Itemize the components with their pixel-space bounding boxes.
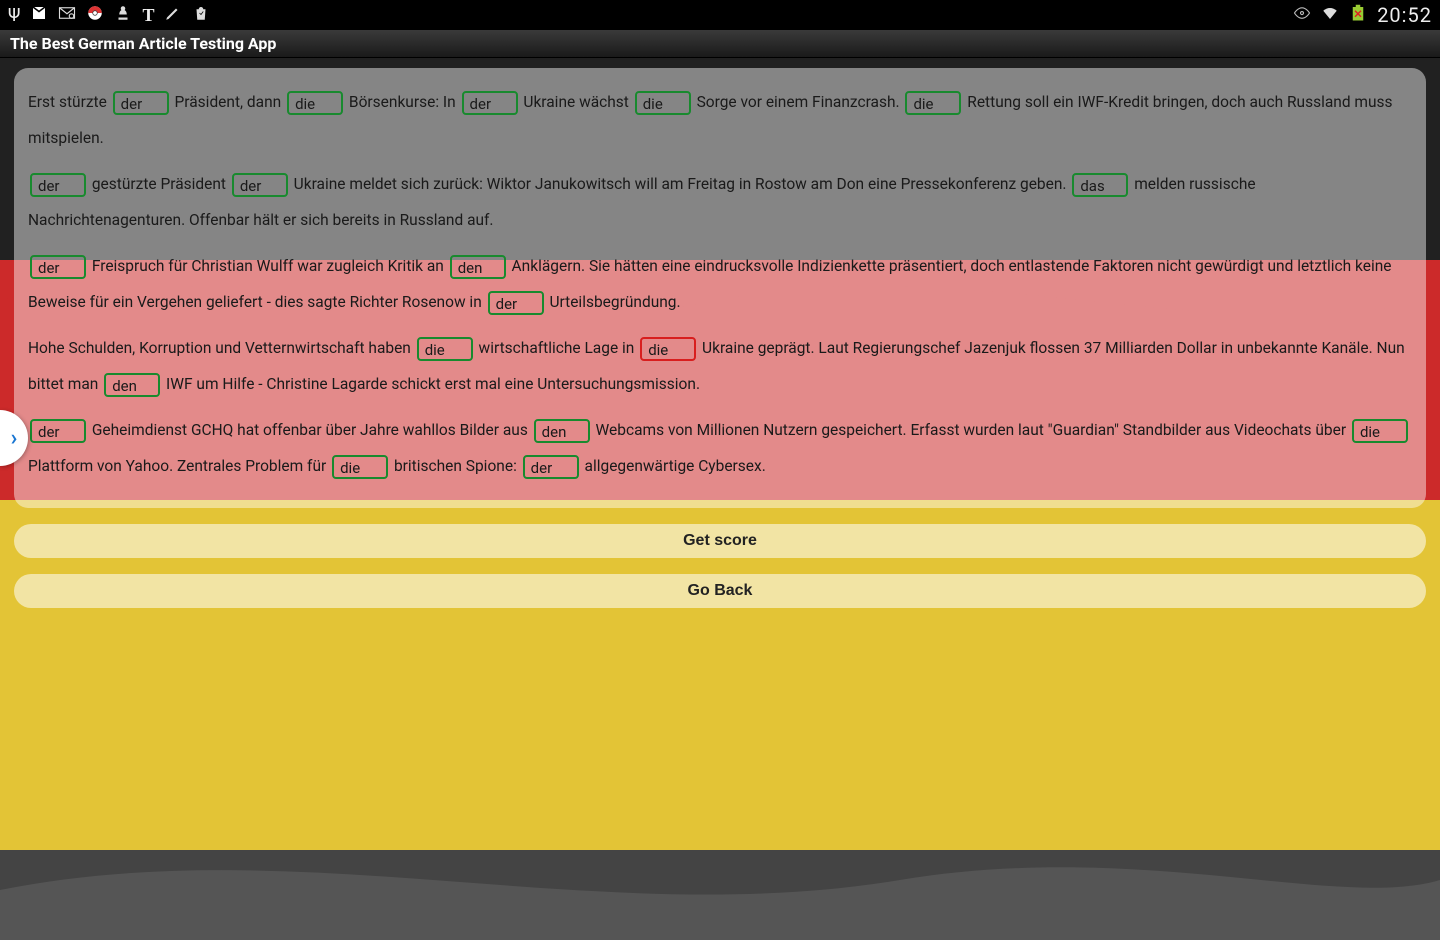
get-score-button[interactable]: Get score	[14, 524, 1426, 558]
quiz-paragraph: der Freispruch für Christian Wulff war z…	[28, 248, 1412, 320]
text-run: wirtschaftliche Lage in	[475, 339, 638, 357]
article-blank[interactable]: der	[113, 91, 169, 115]
app-title-bar: The Best German Article Testing App	[0, 30, 1440, 58]
status-left-icons: Ψ T	[8, 4, 210, 27]
article-blank[interactable]: das	[1072, 173, 1128, 197]
quiz-paragraph: Erst stürzte der Präsident, dann die Bör…	[28, 84, 1412, 156]
shopping-bag-icon	[192, 4, 210, 27]
mail-at-icon	[58, 4, 76, 27]
chess-pawn-icon	[114, 4, 132, 27]
article-blank[interactable]: die	[905, 91, 961, 115]
text-run: Ukraine meldet sich zurück: Wiktor Januk…	[290, 175, 1071, 193]
article-blank[interactable]: die	[287, 91, 343, 115]
article-blank[interactable]: der	[30, 173, 86, 197]
text-run: Präsident, dann	[171, 93, 285, 111]
article-blank[interactable]: die	[332, 455, 388, 479]
text-run: gestürzte Präsident	[88, 175, 230, 193]
article-blank[interactable]: die	[640, 337, 696, 361]
text-run: Geheimdienst GCHQ hat offenbar über Jahr…	[88, 421, 532, 439]
chevron-right-icon: ›	[11, 426, 18, 451]
pencil-icon	[164, 4, 182, 27]
article-blank[interactable]: die	[1352, 419, 1408, 443]
article-blank[interactable]: der	[462, 91, 518, 115]
article-blank[interactable]: der	[232, 173, 288, 197]
battery-x-icon	[1349, 4, 1367, 27]
text-run: Hohe Schulden, Korruption und Vetternwir…	[28, 339, 415, 357]
text-run: Plattform von Yahoo. Zentrales Problem f…	[28, 457, 330, 475]
app-title: The Best German Article Testing App	[10, 34, 276, 53]
gmail-icon	[30, 4, 48, 27]
text-run: Ukraine wächst	[520, 93, 633, 111]
go-back-button[interactable]: Go Back	[14, 574, 1426, 608]
article-blank[interactable]: die	[635, 91, 691, 115]
text-run: Freispruch für Christian Wulff war zugle…	[88, 257, 448, 275]
text-run: Sorge vor einem Finanzcrash.	[693, 93, 904, 111]
article-blank[interactable]: den	[534, 419, 590, 443]
status-right-icons: 20:52	[1293, 3, 1432, 27]
quiz-paragraph: der gestürzte Präsident der Ukraine meld…	[28, 166, 1412, 238]
android-status-bar: Ψ T 20:52	[0, 0, 1440, 30]
nyt-icon: T	[142, 5, 154, 26]
article-blank[interactable]: der	[30, 419, 86, 443]
text-run: IWF um Hilfe - Christine Lagarde schickt…	[162, 375, 700, 393]
text-run: Erst stürzte	[28, 93, 111, 111]
text-run: britischen Spione:	[390, 457, 521, 475]
pokeball-icon	[86, 4, 104, 27]
article-blank[interactable]: die	[417, 337, 473, 361]
article-blank[interactable]: der	[523, 455, 579, 479]
eye-icon	[1293, 4, 1311, 27]
usb-icon: Ψ	[8, 5, 20, 26]
article-blank[interactable]: den	[104, 373, 160, 397]
quiz-paragraph: der Geheimdienst GCHQ hat offenbar über …	[28, 412, 1412, 484]
wifi-icon	[1321, 4, 1339, 27]
article-blank[interactable]: den	[450, 255, 506, 279]
article-blank[interactable]: der	[488, 291, 544, 315]
quiz-card: Erst stürzte der Präsident, dann die Bör…	[14, 68, 1426, 508]
text-run: Börsenkurse: In	[345, 93, 459, 111]
article-blank[interactable]: der	[30, 255, 86, 279]
status-clock: 20:52	[1377, 3, 1432, 27]
quiz-paragraph: Hohe Schulden, Korruption und Vetternwir…	[28, 330, 1412, 402]
text-run: allgegenwärtige Cybersex.	[581, 457, 766, 475]
text-run: Webcams von Millionen Nutzern gespeicher…	[592, 421, 1350, 439]
text-run: Urteilsbegründung.	[546, 293, 681, 311]
